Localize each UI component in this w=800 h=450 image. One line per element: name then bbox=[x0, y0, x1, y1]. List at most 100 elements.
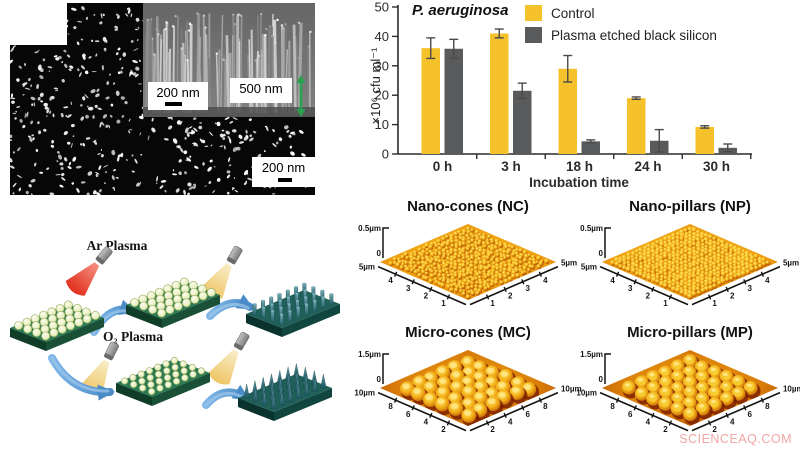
y-tick-label: 10 bbox=[375, 117, 389, 132]
o2-plasma-label: O₂ Plasma bbox=[103, 329, 163, 344]
flow-arrows bbox=[48, 294, 255, 409]
watermark: SCIENCEAQ.COM bbox=[679, 432, 792, 446]
inset-scalebar-left-bar bbox=[165, 102, 182, 106]
chart-title: P. aeruginosa bbox=[412, 2, 509, 19]
afm-tick-label: 2 bbox=[424, 291, 429, 300]
afm-tick-label: 3 bbox=[748, 284, 753, 293]
afm-z-max-label: 1.5µm bbox=[580, 350, 603, 359]
legend-row-control: Control bbox=[525, 5, 717, 21]
afm-tick-label: 2 bbox=[490, 425, 495, 434]
afm-cell-micropillars: Micro-pillars (MP) 1.5µm010µm864210µm246… bbox=[576, 324, 800, 450]
afm-tick-label: 4 bbox=[543, 276, 548, 285]
y-tick-label: 40 bbox=[375, 29, 389, 44]
afm-tick-label: 4 bbox=[508, 417, 513, 426]
bar-s0-c2 bbox=[558, 68, 577, 154]
afm-tick-label: 3 bbox=[406, 284, 411, 293]
afm-z-max-label: 0.5µm bbox=[580, 224, 603, 233]
ar-plasma-label: Ar Plasma bbox=[87, 238, 148, 253]
ar-plasma-nozzle bbox=[65, 246, 113, 296]
afm-tick-label: 4 bbox=[765, 276, 770, 285]
sem-inset bbox=[143, 3, 315, 117]
y-tick-label: 0 bbox=[382, 147, 389, 162]
afm-tick-label: 4 bbox=[646, 417, 651, 426]
substrate-o2-etched bbox=[116, 356, 210, 406]
afm-tick-label: 2 bbox=[646, 291, 651, 300]
afm-tick-label: 4 bbox=[424, 417, 429, 426]
afm-tick-label: 2 bbox=[663, 425, 668, 434]
y-axis-label: ×10⁶ cfu ml⁻¹ bbox=[368, 47, 383, 125]
x-tick-label: 3 h bbox=[501, 159, 521, 174]
substrate-nanocones bbox=[238, 363, 332, 421]
legend-label-plasma: Plasma etched black silicon bbox=[551, 27, 717, 43]
afm-surface bbox=[388, 226, 550, 300]
afm-cell-microcones: Micro-cones (MC) 1.5µm 0 10µm 8 6 4 2 10µm 2 4 6 8 bbox=[354, 324, 582, 450]
afm-surface bbox=[400, 355, 540, 426]
afm-tick-label: 6 bbox=[748, 410, 753, 419]
afm-tick-label: 6 bbox=[628, 410, 633, 419]
plasma-process-schematic: Ar Plasma O₂ Plasma bbox=[0, 228, 358, 450]
main-scale-label: 200 nm bbox=[261, 160, 306, 175]
afm-left-axis-max: 5µm bbox=[359, 263, 375, 272]
bar-s0-c0 bbox=[421, 48, 440, 154]
x-tick-label: 0 h bbox=[433, 159, 453, 174]
inset-scale-left-label: 200 nm bbox=[156, 85, 200, 100]
afm-tick-label: 2 bbox=[712, 425, 717, 434]
afm-tick-label: 4 bbox=[730, 417, 735, 426]
afm-tick-label: 2 bbox=[441, 425, 446, 434]
afm-left-axis-max: 10µm bbox=[576, 389, 597, 398]
legend-label-control: Control bbox=[551, 5, 595, 21]
afm-tick-label: 4 bbox=[610, 276, 615, 285]
plasma-nozzle bbox=[208, 331, 250, 385]
legend-swatch-control bbox=[525, 5, 542, 21]
afm-cell-nanopillars: Nano-pillars (NP) 0.5µm 0 5µm 4 3 2 1 5µm 1 2 3 4 bbox=[580, 198, 800, 324]
afm-tick-label: 8 bbox=[610, 402, 615, 411]
afm-title-nanopillars: Nano-pillars (NP) bbox=[629, 198, 751, 215]
afm-z-zero-label: 0 bbox=[377, 375, 382, 384]
chart-legend: Control Plasma etched black silicon bbox=[525, 5, 717, 49]
bar-s1-c0 bbox=[444, 48, 463, 154]
afm-title-micropillars: Micro-pillars (MP) bbox=[627, 324, 753, 341]
afm-right-axis-max: 10µm bbox=[561, 385, 582, 394]
afm-tick-label: 6 bbox=[526, 410, 531, 419]
afm-z-max-label: 0.5µm bbox=[358, 224, 381, 233]
afm-tick-label: 1 bbox=[663, 299, 668, 308]
afm-tick-label: 4 bbox=[388, 276, 393, 285]
afm-right-axis-max: 5µm bbox=[783, 259, 799, 268]
bar-chart-plot: 0 10 20 30 40 50 0 h 3 h 18 h 24 h 30 h bbox=[375, 0, 752, 174]
sem-micrograph-panel: 200 nm 500 nm 200 nm bbox=[3, 3, 318, 195]
bar-s1-c2 bbox=[581, 141, 600, 154]
afm-title-microcones: Micro-cones (MC) bbox=[405, 324, 531, 341]
afm-tick-label: 1 bbox=[490, 299, 495, 308]
x-tick-label: 24 h bbox=[634, 159, 661, 174]
x-axis-label: Incubation time bbox=[529, 175, 629, 190]
legend-swatch-plasma bbox=[525, 27, 542, 43]
afm-tick-label: 2 bbox=[508, 291, 513, 300]
afm-plots-grid: Nano-cones (NC) 0.5µm 0 5µm 4 3 2 1 5µm 1 2 3 4 Nan… bbox=[354, 198, 800, 450]
y-tick-label: 50 bbox=[375, 0, 389, 15]
afm-title-nanocones: Nano-cones (NC) bbox=[407, 198, 529, 215]
afm-right-axis-max: 10µm bbox=[783, 385, 800, 394]
afm-left-axis-max: 10µm bbox=[354, 389, 375, 398]
bar-s1-c1 bbox=[513, 90, 532, 154]
x-tick-label: 30 h bbox=[703, 159, 730, 174]
bacteria-bar-chart-panel: 0 10 20 30 40 50 0 h 3 h 18 h 24 h 30 h P. aerugin… bbox=[358, 0, 800, 196]
height-arrow-icon bbox=[296, 75, 306, 117]
inset-scalebar-right: 500 nm bbox=[230, 78, 292, 103]
substrate-nanopillars bbox=[246, 282, 340, 337]
y-tick-label: 30 bbox=[375, 58, 389, 73]
afm-tick-label: 6 bbox=[406, 410, 411, 419]
afm-tick-label: 1 bbox=[441, 299, 446, 308]
afm-tick-label: 8 bbox=[765, 402, 770, 411]
y-tick-label: 20 bbox=[375, 88, 389, 103]
substrate-ar-etched bbox=[126, 277, 220, 328]
afm-surface bbox=[610, 226, 771, 300]
afm-surface bbox=[621, 354, 761, 425]
afm-z-zero-label: 0 bbox=[377, 249, 382, 258]
afm-left-axis-max: 5µm bbox=[581, 263, 597, 272]
afm-z-zero-label: 0 bbox=[599, 375, 604, 384]
substrate-initial bbox=[10, 300, 104, 351]
